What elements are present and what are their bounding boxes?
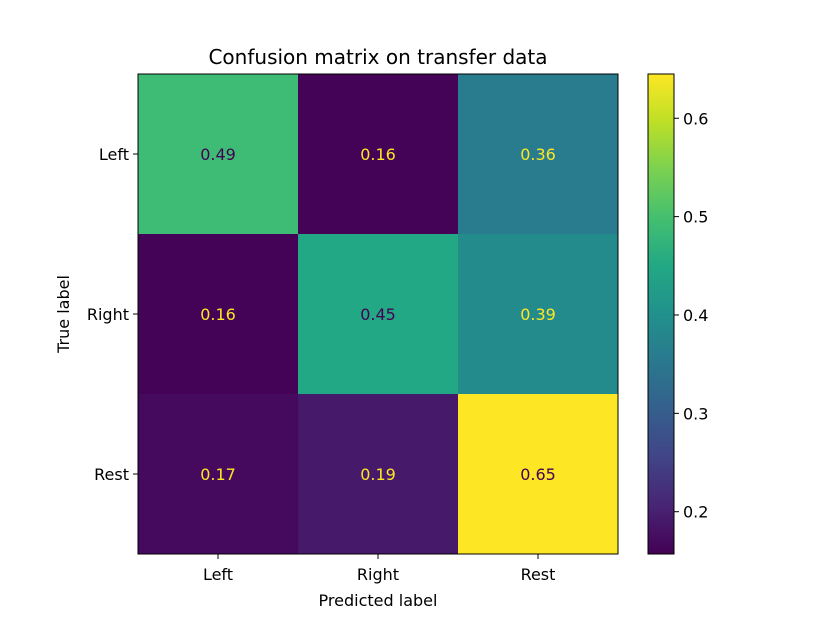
colorbar xyxy=(648,74,674,554)
heatmap-cell-0-2 xyxy=(458,74,619,235)
cell-value-label-1-1: 0.45 xyxy=(360,305,396,324)
colorbar-tick-label: 0.2 xyxy=(683,503,708,522)
heatmap-cell-2-1 xyxy=(298,394,459,555)
y-tick-label: Right xyxy=(87,305,129,324)
heatmap-cell-1-0 xyxy=(138,234,299,395)
x-axis-label: Predicted label xyxy=(319,591,438,610)
cell-value-label-1-2: 0.39 xyxy=(520,305,556,324)
heatmap-cell-1-2 xyxy=(458,234,619,395)
y-axis-label: True label xyxy=(54,275,73,354)
x-tick-label: Left xyxy=(203,565,233,584)
y-axis: Left Right Rest xyxy=(87,145,138,484)
heatmap-cell-0-0 xyxy=(138,74,299,235)
cell-value-label-2-0: 0.17 xyxy=(200,465,236,484)
x-tick-label: Rest xyxy=(521,565,556,584)
cell-value-label-0-1: 0.16 xyxy=(360,145,396,164)
heatmap-cell-2-0 xyxy=(138,394,299,555)
chart-title: Confusion matrix on transfer data xyxy=(208,45,547,69)
cell-value-label-2-1: 0.19 xyxy=(360,465,396,484)
cell-value-label-0-0: 0.49 xyxy=(200,145,236,164)
x-tick-label: Right xyxy=(357,565,399,584)
cell-value-label-0-2: 0.36 xyxy=(520,145,556,164)
colorbar-tick-label: 0.3 xyxy=(683,404,708,423)
heatmap-cell-0-1 xyxy=(298,74,459,235)
x-axis: Left Right Rest xyxy=(203,554,555,584)
heatmap-cell-1-1 xyxy=(298,234,459,395)
y-tick-label: Rest xyxy=(94,465,129,484)
cell-value-label-2-2: 0.65 xyxy=(520,465,556,484)
cell-value-label-1-0: 0.16 xyxy=(200,305,236,324)
y-tick-label: Left xyxy=(99,145,129,164)
colorbar-axis: 0.2 0.3 0.4 0.5 0.6 xyxy=(674,109,708,522)
heatmap-cell-2-2 xyxy=(458,394,619,555)
colorbar-tick-label: 0.4 xyxy=(683,306,708,325)
heatmap-cells: 0.49 0.16 0.36 0.16 0.45 0.39 0.17 0.19 0.65 xyxy=(138,74,619,555)
colorbar-tick-label: 0.6 xyxy=(683,109,708,128)
colorbar-tick-label: 0.5 xyxy=(683,208,708,227)
colorbar-frame xyxy=(647,73,675,555)
